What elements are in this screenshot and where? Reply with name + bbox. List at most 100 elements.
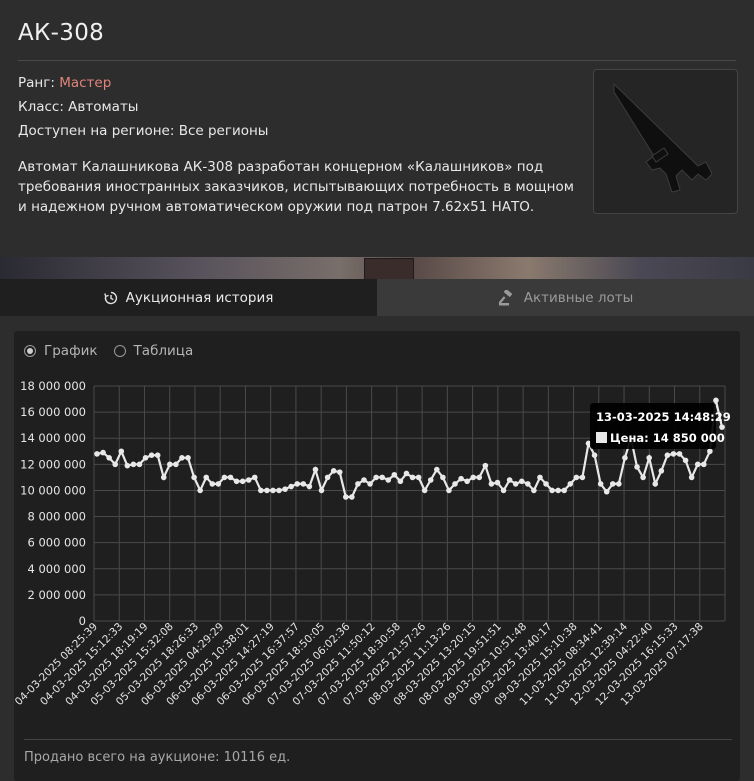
data-point xyxy=(482,462,489,469)
history-panel: График Таблица 0 2 000 000 4 000 000 6 000 … xyxy=(14,331,740,781)
data-point xyxy=(585,440,592,447)
data-point xyxy=(634,464,640,470)
data-point xyxy=(318,487,325,494)
data-point xyxy=(658,468,665,474)
data-point xyxy=(258,487,264,494)
data-point xyxy=(518,478,525,485)
data-point xyxy=(324,474,331,481)
y-tick-label: 12 000 000 xyxy=(20,457,86,471)
rank-line: Ранг: Мастер xyxy=(18,75,111,91)
data-point xyxy=(506,477,513,483)
data-point xyxy=(434,466,440,473)
data-point xyxy=(403,470,410,477)
y-tick-label: 8 000 000 xyxy=(27,510,86,524)
data-point xyxy=(713,397,719,404)
data-point xyxy=(160,474,167,481)
footer-divider xyxy=(24,739,732,740)
data-point xyxy=(306,483,313,490)
data-point xyxy=(537,474,543,481)
data-point xyxy=(239,478,246,485)
data-point xyxy=(682,457,689,464)
tab-active-lots[interactable]: Активные лоты xyxy=(377,279,754,316)
tab-auction-history-label: Аукционная история xyxy=(125,289,274,306)
sold-total: Продано всего на аукционе: 10116 ед. xyxy=(24,750,291,765)
y-tick-label: 10 000 000 xyxy=(20,483,86,497)
y-tick-label: 18 000 000 xyxy=(20,379,86,393)
data-point xyxy=(361,477,367,483)
data-point xyxy=(264,487,270,494)
rifle-icon xyxy=(613,82,713,193)
data-point xyxy=(391,471,398,478)
data-point xyxy=(173,461,179,468)
data-point xyxy=(118,448,125,455)
data-point xyxy=(148,452,155,458)
data-point xyxy=(488,481,495,487)
history-icon xyxy=(103,291,117,304)
data-point xyxy=(136,461,143,468)
data-point xyxy=(567,481,574,487)
data-point xyxy=(367,481,373,487)
item-title: АК-308 xyxy=(18,20,105,46)
view-toggle: График Таблица xyxy=(24,343,193,359)
data-point xyxy=(191,474,197,481)
data-point xyxy=(707,448,713,455)
data-point xyxy=(494,479,501,486)
data-point xyxy=(719,424,725,430)
data-point xyxy=(300,481,307,487)
y-tick-label: 6 000 000 xyxy=(27,536,86,550)
data-point xyxy=(640,474,646,481)
radio-table-circle xyxy=(113,345,126,357)
radio-chart[interactable]: График xyxy=(24,343,98,359)
tab-bar: Аукционная история Активные лоты xyxy=(0,279,754,316)
tab-auction-history[interactable]: Аукционная история xyxy=(0,279,377,316)
data-point xyxy=(270,487,276,494)
y-tick-label: 14 000 000 xyxy=(20,431,86,445)
data-point xyxy=(342,494,349,500)
y-tick-label: 2 000 000 xyxy=(27,588,86,602)
data-point xyxy=(251,474,258,481)
data-point xyxy=(616,481,622,487)
data-point xyxy=(694,461,701,468)
title-divider xyxy=(18,60,736,61)
data-point xyxy=(531,487,537,494)
data-point xyxy=(500,487,507,494)
data-point xyxy=(458,475,464,482)
data-point xyxy=(409,474,416,481)
radio-chart-circle xyxy=(24,345,36,357)
data-point xyxy=(106,455,112,461)
data-point xyxy=(215,481,222,487)
data-point xyxy=(276,487,282,494)
data-point xyxy=(203,474,210,481)
radio-chart-label: График xyxy=(44,343,98,359)
data-point xyxy=(573,474,580,481)
radio-table-label: Таблица xyxy=(133,343,194,359)
tooltip-swatch xyxy=(596,432,607,443)
data-point xyxy=(179,455,185,461)
data-point xyxy=(549,487,555,494)
data-point xyxy=(154,452,161,458)
data-point xyxy=(185,455,191,461)
price-history-chart: 0 2 000 000 4 000 000 6 000 000 8 000 000 10 … xyxy=(14,379,731,708)
data-point xyxy=(245,477,252,483)
data-point xyxy=(421,487,428,494)
data-point xyxy=(561,487,568,494)
data-point xyxy=(130,461,137,468)
data-point xyxy=(470,474,477,481)
data-point xyxy=(700,461,707,468)
y-tick-label: 16 000 000 xyxy=(20,405,86,419)
radio-table[interactable]: Таблица xyxy=(113,343,194,359)
data-point xyxy=(622,455,628,461)
data-point xyxy=(330,468,337,474)
data-point xyxy=(591,452,598,458)
data-point xyxy=(100,449,106,456)
data-point xyxy=(664,452,671,458)
data-point xyxy=(579,474,586,481)
y-tick-label: 0 xyxy=(79,614,86,628)
rank-value: Мастер xyxy=(59,75,112,91)
data-point xyxy=(415,474,422,481)
gavel-icon xyxy=(498,289,513,305)
rank-label: Ранг: xyxy=(18,75,55,91)
data-point xyxy=(597,481,604,487)
data-point xyxy=(427,477,434,483)
data-point xyxy=(167,461,173,468)
